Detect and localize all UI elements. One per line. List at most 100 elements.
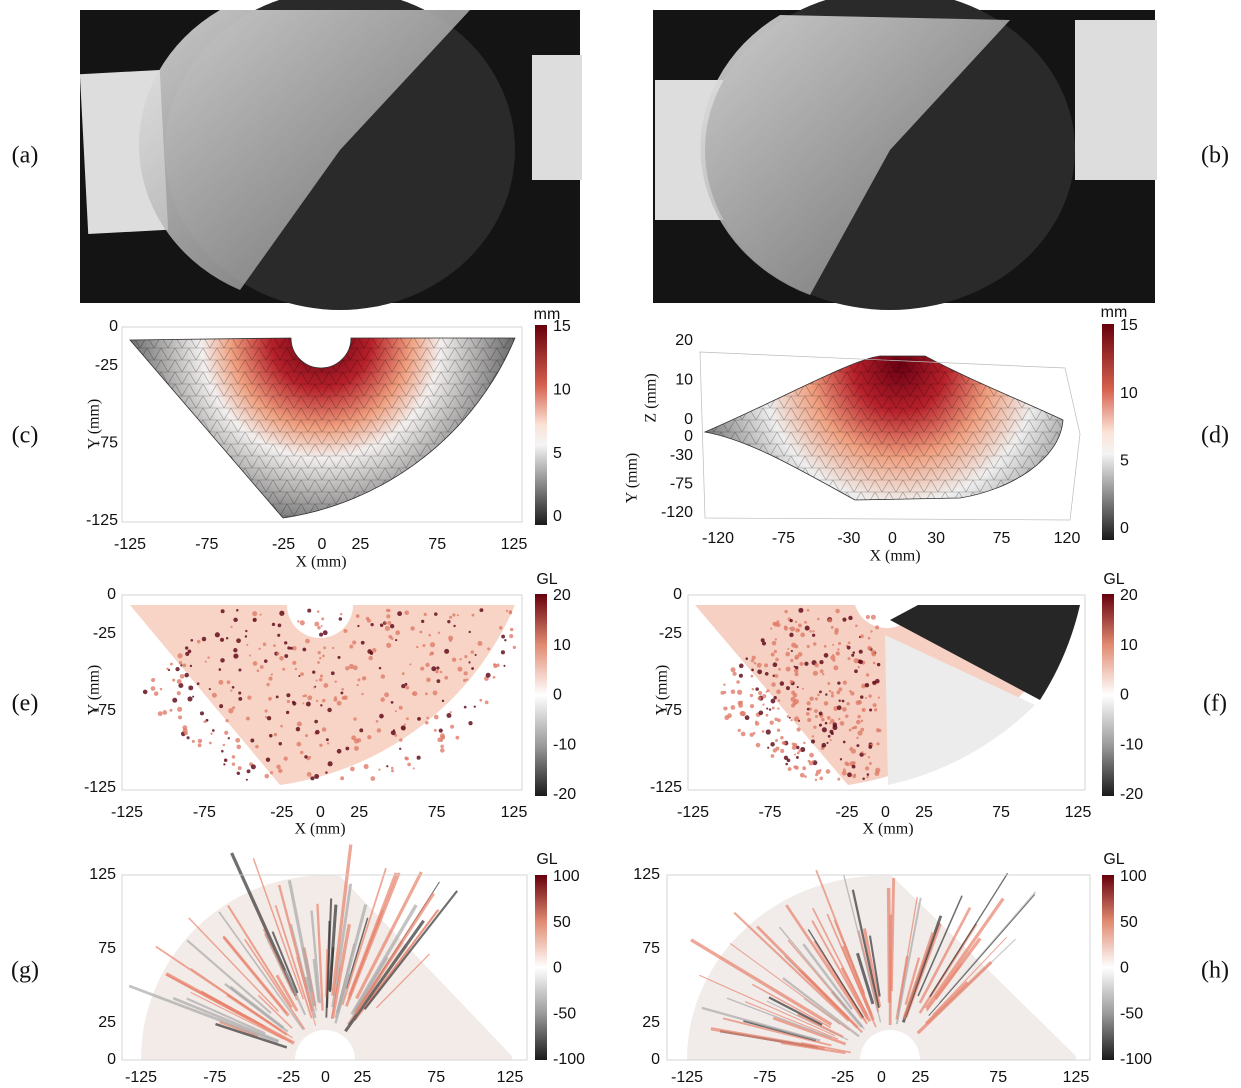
speckle <box>368 655 373 661</box>
speckle <box>180 664 183 667</box>
speckle <box>493 663 496 667</box>
speckle <box>771 640 777 646</box>
crack-band <box>304 976 317 1019</box>
colorbar-tick-label: 20 <box>1120 587 1138 604</box>
speckle <box>795 755 799 759</box>
speckle <box>321 698 326 703</box>
speckle <box>384 621 387 624</box>
speckle <box>321 727 327 732</box>
speckle <box>808 760 814 766</box>
speckle <box>757 690 763 696</box>
crack-band <box>726 997 832 1039</box>
crack-band <box>277 884 314 1012</box>
speckle <box>219 637 225 642</box>
colorbar <box>1102 324 1114 540</box>
speckle <box>819 659 824 665</box>
colorbar-tick-label: 0 <box>1120 687 1129 704</box>
speckle <box>755 687 759 691</box>
speckle <box>725 707 728 710</box>
speckle <box>367 649 372 654</box>
speckle <box>321 617 325 621</box>
speckle <box>385 608 390 613</box>
speckle <box>416 645 419 649</box>
speckle <box>440 744 444 749</box>
y-tick-label: 0 <box>107 1051 116 1068</box>
speckle <box>817 693 820 697</box>
speckle <box>249 654 252 657</box>
speckle <box>744 715 750 721</box>
speckle <box>444 675 449 680</box>
crack-band <box>904 957 921 1005</box>
speckle <box>775 746 780 751</box>
speckle <box>231 685 235 689</box>
speckle <box>277 768 283 774</box>
speckle <box>761 730 765 733</box>
x-tick-label: -125 <box>677 804 709 821</box>
speckle <box>345 666 350 671</box>
speckle <box>823 701 829 706</box>
speckle <box>811 735 815 738</box>
speckle <box>211 729 215 732</box>
speckle <box>314 621 320 627</box>
speckle <box>296 721 302 727</box>
speckle <box>855 700 861 706</box>
speckle <box>875 625 880 630</box>
speckle <box>814 662 819 668</box>
speckle <box>336 700 342 706</box>
speckle <box>822 672 825 676</box>
panel-label: (e) <box>12 691 39 717</box>
speckle <box>758 710 764 716</box>
speckle <box>196 639 201 644</box>
speckle <box>771 682 776 687</box>
speckle <box>509 627 514 632</box>
speckle <box>357 678 361 682</box>
y-tick-label: 125 <box>89 866 116 883</box>
speckle <box>818 711 823 716</box>
speckle <box>192 695 195 698</box>
speckle <box>809 696 814 701</box>
x-tick-label: 0 <box>321 1069 330 1086</box>
mesh-d <box>699 351 1081 521</box>
speckle <box>305 638 310 644</box>
speckle <box>479 608 484 613</box>
speckle <box>804 775 807 778</box>
colorbar-tick-label: 10 <box>1120 385 1138 402</box>
crack-band <box>690 938 833 1027</box>
speckle <box>340 776 345 781</box>
speckle <box>785 666 791 672</box>
speckle <box>436 679 441 684</box>
crack-band <box>785 904 864 1020</box>
speckle <box>761 641 767 646</box>
speckle <box>283 756 288 761</box>
crack-band <box>224 982 289 1033</box>
speckle <box>853 725 858 729</box>
speckle <box>191 739 195 743</box>
speckle <box>322 654 325 658</box>
speckle <box>330 671 335 676</box>
speckle <box>842 617 847 622</box>
speckle <box>790 719 793 722</box>
crack-band <box>354 892 435 1015</box>
speckle <box>297 620 300 623</box>
x-tick-label: 25 <box>912 1069 930 1086</box>
speckle <box>857 730 863 736</box>
speckle <box>870 614 876 620</box>
speckle <box>755 720 758 723</box>
colorbar-unit: GL <box>536 571 557 588</box>
speckle <box>838 717 841 721</box>
colorbar-tick-label: 100 <box>1120 868 1147 885</box>
speckle <box>773 649 778 654</box>
x-tick-label: 25 <box>354 1069 372 1086</box>
crack-band <box>842 874 882 1023</box>
speckle <box>399 738 403 742</box>
x-tick-label: -75 <box>772 530 795 547</box>
crack-band <box>917 895 963 997</box>
speckle <box>468 630 471 634</box>
axes-box <box>121 594 523 791</box>
crack-band <box>172 996 280 1043</box>
crack-band <box>756 925 859 1029</box>
crack-band <box>729 942 850 1031</box>
speckle <box>434 612 438 616</box>
crack-band <box>331 844 353 996</box>
speckle <box>782 741 787 745</box>
